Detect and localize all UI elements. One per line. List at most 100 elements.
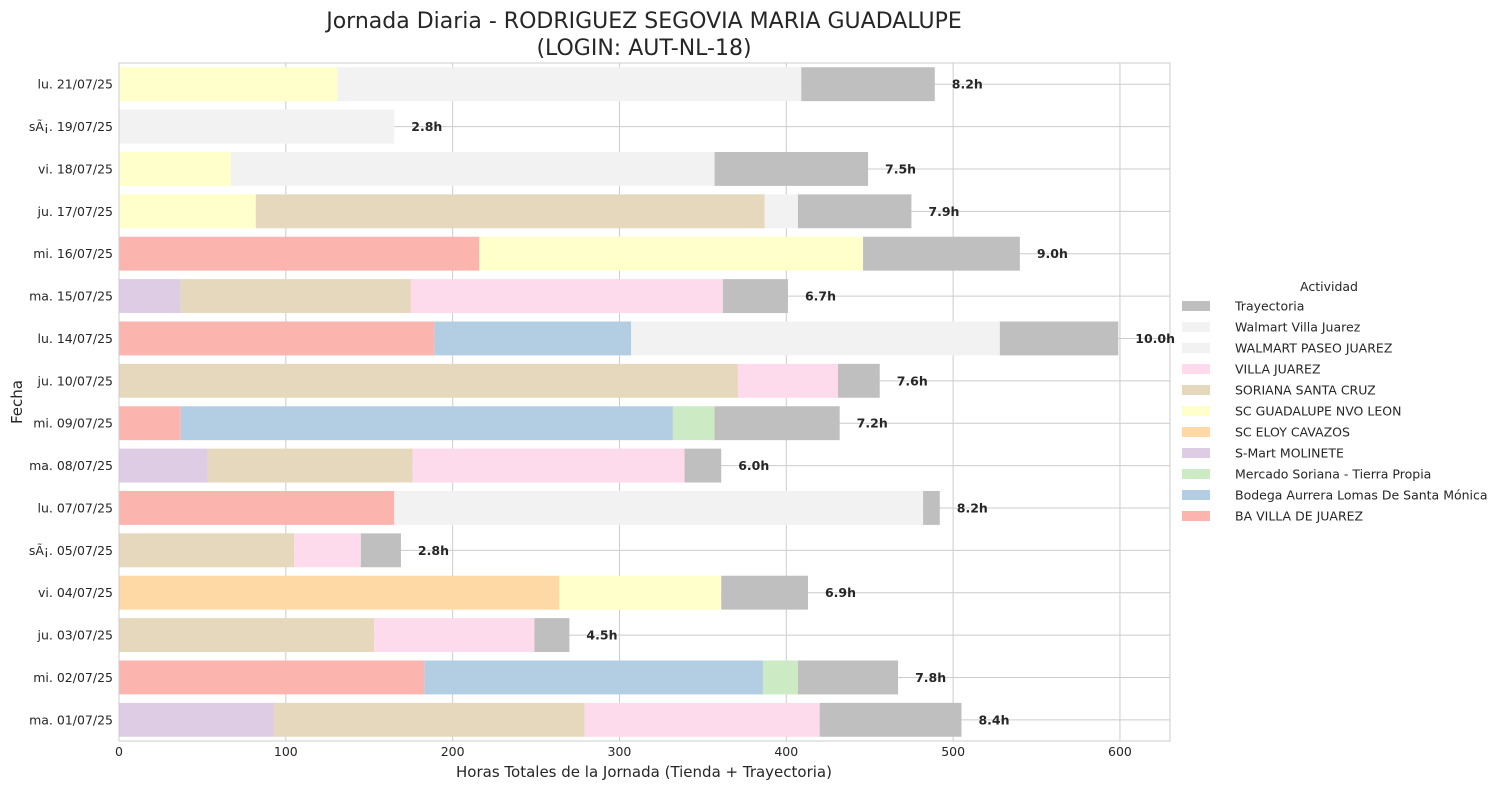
- bar-total-label: 9.0h: [1037, 246, 1068, 261]
- legend: Actividad Trayectoria Walmart Villa Juare…: [1182, 279, 1488, 524]
- bar-segment: [119, 279, 181, 314]
- bar-segment: [672, 406, 715, 441]
- chart-title-line2: (LOGIN: AUT-NL-18): [536, 36, 751, 61]
- bar-segment: [762, 660, 798, 695]
- y-axis-ticks: lu. 21/07/25 sÃ¡. 19/07/25 vi. 18/07/25 ju.…: [29, 77, 113, 728]
- bar-segment: [797, 660, 899, 695]
- bar-segment: [360, 533, 401, 568]
- bar-segment: [255, 194, 765, 229]
- x-tick-label: 0: [115, 744, 123, 759]
- y-axis-label: Fecha: [8, 380, 26, 424]
- legend-swatch: [1182, 448, 1210, 458]
- legend-entry-label: SC ELOY CAVAZOS: [1235, 425, 1350, 440]
- bar-segment: [534, 618, 570, 653]
- bar-segment: [119, 67, 338, 102]
- bar-segment: [412, 448, 685, 483]
- bar-segment: [584, 702, 820, 737]
- bar-segment: [294, 533, 361, 568]
- bar-segment: [863, 236, 1020, 271]
- bar-segment: [119, 321, 435, 356]
- bar-segment: [394, 490, 924, 525]
- legend-swatch: [1182, 427, 1210, 437]
- bar-segment: [434, 321, 632, 356]
- bar-total-label: 6.0h: [738, 458, 769, 473]
- bar-segment: [230, 151, 715, 186]
- bar-segment: [119, 236, 480, 271]
- bar-segment: [119, 575, 560, 610]
- y-tick-label: sÃ¡. 19/07/25: [29, 119, 113, 134]
- bar-segment: [119, 490, 395, 525]
- x-tick-label: 400: [774, 744, 798, 759]
- x-tick-label: 200: [441, 744, 465, 759]
- y-tick-label: lu. 14/07/25: [38, 331, 113, 346]
- legend-swatch: [1182, 301, 1210, 311]
- bar-total-label: 4.5h: [586, 628, 617, 643]
- x-axis-ticks: 0 100 200 300 400 500 600: [115, 744, 1132, 759]
- bar-total-label: 7.9h: [928, 204, 959, 219]
- bar-segment: [119, 109, 395, 144]
- legend-swatch: [1182, 511, 1210, 521]
- y-tick-label: ma. 01/07/25: [29, 712, 113, 727]
- bar-total-label: 8.2h: [952, 77, 983, 92]
- bar-segment: [119, 363, 738, 398]
- legend-entry-label: Mercado Soriana - Tierra Propia: [1235, 467, 1431, 482]
- legend-swatch: [1182, 322, 1210, 332]
- bar-segment: [410, 279, 723, 314]
- bar-segment: [119, 702, 275, 737]
- bar-segment: [180, 279, 411, 314]
- bar-total-label: 8.4h: [978, 712, 1009, 727]
- y-tick-label: vi. 04/07/25: [38, 585, 113, 600]
- legend-entry-label: S-Mart MOLINETE: [1235, 446, 1344, 461]
- bar-segment: [559, 575, 722, 610]
- legend-swatch: [1182, 364, 1210, 374]
- bar-segment: [119, 194, 256, 229]
- bar-segment: [119, 533, 295, 568]
- y-tick-label: ma. 15/07/25: [29, 289, 113, 304]
- bar-segment: [119, 448, 208, 483]
- bar-segment: [722, 279, 788, 314]
- bar-segment: [714, 151, 869, 186]
- legend-swatch: [1182, 469, 1210, 479]
- bar-segment: [721, 575, 808, 610]
- legend-entry-label: SC GUADALUPE NVO LEON: [1235, 404, 1401, 419]
- y-tick-label: vi. 18/07/25: [38, 161, 113, 176]
- bar-segment: [923, 490, 940, 525]
- legend-entry-label: VILLA JUAREZ: [1235, 362, 1321, 377]
- x-axis-label: Horas Totales de la Jornada (Tienda + Tr…: [456, 763, 832, 781]
- bar-segment: [207, 448, 413, 483]
- bar-segment: [119, 618, 375, 653]
- legend-swatch: [1182, 385, 1210, 395]
- bar-segment: [424, 660, 763, 695]
- bars: [119, 67, 1119, 737]
- y-tick-label: mi. 02/07/25: [33, 670, 113, 685]
- legend-swatch: [1182, 490, 1210, 500]
- bar-total-label: 7.5h: [885, 161, 916, 176]
- legend-entry-label: BA VILLA DE JUAREZ: [1235, 509, 1363, 524]
- bar-total-label: 6.7h: [805, 289, 836, 304]
- legend-title: Actividad: [1300, 279, 1358, 294]
- bar-segment: [764, 194, 798, 229]
- y-tick-label: lu. 21/07/25: [38, 77, 113, 92]
- legend-swatch: [1182, 406, 1210, 416]
- y-tick-label: ma. 08/07/25: [29, 458, 113, 473]
- bar-segment: [374, 618, 535, 653]
- bar-total-label: 8.2h: [957, 500, 988, 515]
- bar-segment: [999, 321, 1119, 356]
- legend-swatch: [1182, 343, 1210, 353]
- bar-total-label: 7.2h: [857, 416, 888, 431]
- bar-segment: [337, 67, 802, 102]
- bar-total-label: 6.9h: [825, 585, 856, 600]
- y-tick-label: ju. 03/07/25: [37, 628, 113, 643]
- bar-total-label: 2.8h: [418, 543, 449, 558]
- y-tick-label: mi. 16/07/25: [33, 246, 113, 261]
- x-tick-label: 100: [274, 744, 298, 759]
- bar-segment: [819, 702, 962, 737]
- bar-total-label: 10.0h: [1135, 331, 1175, 346]
- bar-segment: [631, 321, 1000, 356]
- x-tick-label: 500: [941, 744, 965, 759]
- y-tick-label: ju. 17/07/25: [37, 204, 113, 219]
- bar-total-label: 2.8h: [411, 119, 442, 134]
- bar-total-label: 7.6h: [897, 373, 928, 388]
- bar-segment: [274, 702, 585, 737]
